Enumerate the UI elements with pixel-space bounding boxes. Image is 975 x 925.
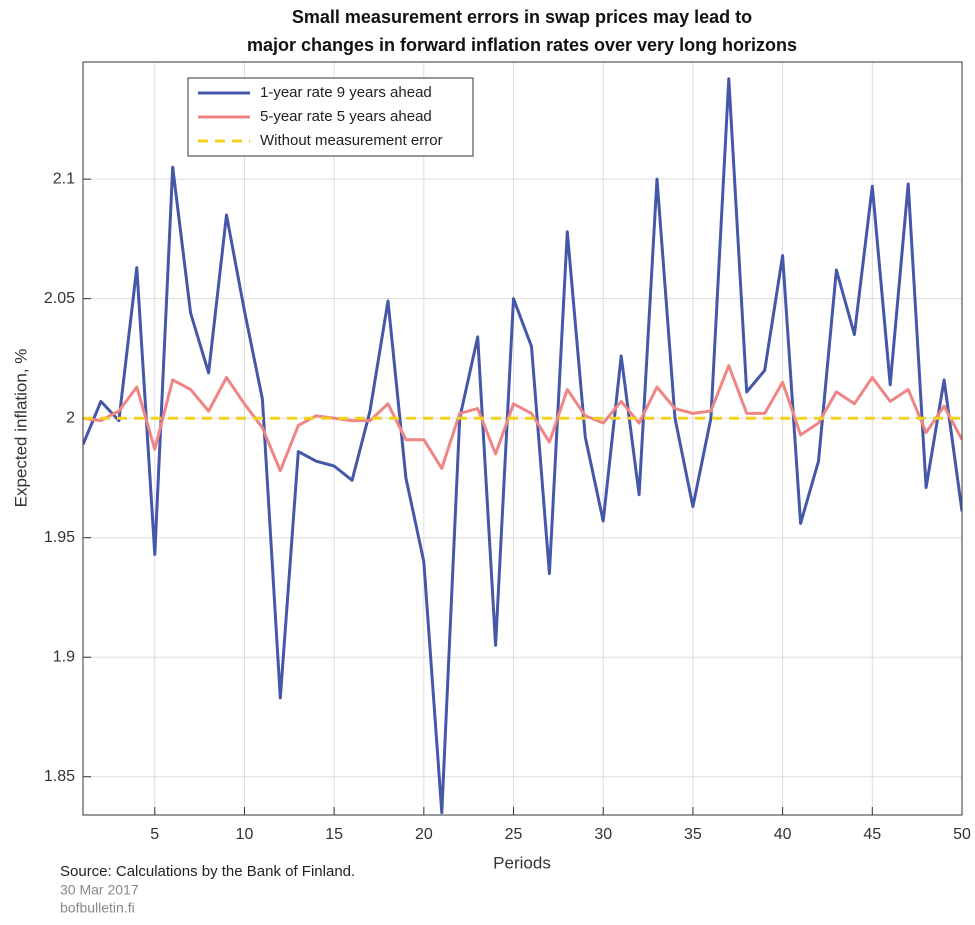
chart-title: Small measurement errors in swap prices … [292,7,752,27]
series-line [83,364,962,473]
legend-label: 5-year rate 5 years ahead [260,108,432,125]
x-tick-label: 25 [505,826,523,843]
y-tick-label: 2.05 [44,290,75,307]
x-tick-label: 10 [236,826,254,843]
y-axis-label: Expected inflation, % [11,349,30,508]
y-tick-label: 1.95 [44,529,75,546]
date-note: 30 Mar 2017 [60,882,139,898]
site-note: bofbulletin.fi [60,900,135,916]
plot-lines [83,77,962,815]
source-note: Source: Calculations by the Bank of Finl… [60,863,355,880]
x-tick-label: 50 [953,826,971,843]
x-tick-label: 20 [415,826,433,843]
x-axis-label: Periods [493,853,551,872]
x-tick-label: 35 [684,826,702,843]
x-tick-label: 15 [325,826,343,843]
y-tick-label: 2.1 [53,170,75,187]
chart-title: major changes in forward inflation rates… [247,35,797,55]
legend-label: 1-year rate 9 years ahead [260,84,432,101]
plot-frame [82,61,963,816]
x-tick-label: 40 [774,826,792,843]
x-tick-label: 45 [863,826,881,843]
y-tick-label: 1.9 [53,648,75,665]
legend-label: Without measurement error [260,132,443,149]
y-tick-label: 2 [66,409,75,426]
x-tick-label: 30 [594,826,612,843]
y-tick-label: 1.85 [44,768,75,785]
series-line [83,77,962,815]
x-tick-label: 5 [150,826,159,843]
